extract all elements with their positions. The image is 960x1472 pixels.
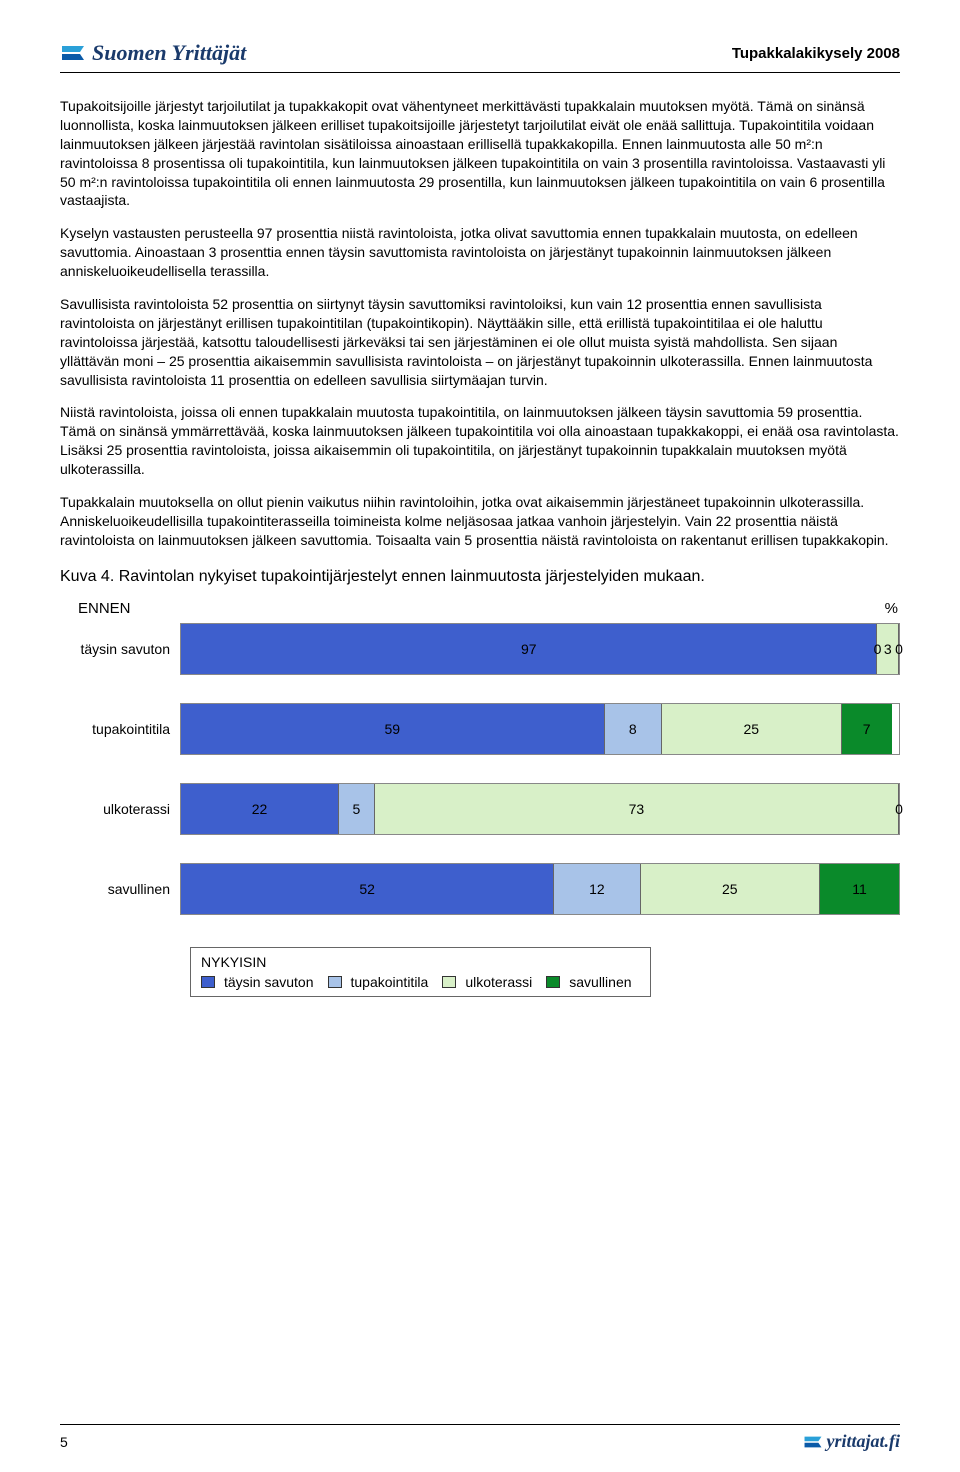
logo-icon [60, 40, 86, 66]
bar-segment-taysin_savuton: 22 [181, 784, 339, 834]
row-label: täysin savuton [60, 641, 180, 657]
footer-site: yrittajat.fi [827, 1431, 901, 1452]
legend-label: ulkoterassi [465, 974, 532, 990]
stacked-bar-chart: ENNEN % täysin savuton97030tupakointitil… [60, 600, 900, 997]
logo: Suomen Yrittäjät [60, 40, 246, 66]
bar-track: 97030 [180, 623, 900, 675]
legend-label: täysin savuton [224, 974, 314, 990]
survey-title: Tupakkalakikysely 2008 [732, 45, 900, 62]
bar-segment-tupakointitila: 12 [554, 864, 640, 914]
chart-row: savullinen52122511 [60, 863, 900, 915]
bar-segment-tupakointitila: 8 [605, 704, 662, 754]
legend-swatch-ulkoterassi [442, 976, 456, 988]
legend-items: täysin savuton tupakointitila ulkoterassi s… [201, 974, 640, 990]
chart-legend: NYKYISIN täysin savuton tupakointitila ulk… [190, 947, 651, 997]
chart-row: täysin savuton97030 [60, 623, 900, 675]
chart-top-labels: ENNEN % [78, 600, 900, 617]
legend-swatch-savullinen [546, 976, 560, 988]
footer-logo: yrittajat.fi [803, 1431, 901, 1452]
bar-segment-ulkoterassi: 73 [375, 784, 899, 834]
page-number: 5 [60, 1434, 68, 1450]
row-label: ulkoterassi [60, 801, 180, 817]
legend-swatch-tupakointitila [328, 976, 342, 988]
logo-text: Suomen Yrittäjät [92, 40, 246, 66]
page-footer: 5 yrittajat.fi [60, 1424, 900, 1452]
footer-logo-icon [803, 1432, 823, 1452]
bar-segment-taysin_savuton: 59 [181, 704, 605, 754]
bar-track: 225730 [180, 783, 900, 835]
chart-row: ulkoterassi225730 [60, 783, 900, 835]
legend-swatch-taysin_savuton [201, 976, 215, 988]
bar-segment-taysin_savuton: 52 [181, 864, 554, 914]
paragraph-5: Tupakkalain muutoksella on ollut pienin … [60, 493, 900, 550]
row-label: savullinen [60, 881, 180, 897]
document-page: Suomen Yrittäjät Tupakkalakikysely 2008 … [0, 0, 960, 1472]
figure-caption: Kuva 4. Ravintolan nykyiset tupakointijä… [60, 568, 900, 586]
body-text: Tupakoitsijoille järjestyt tarjoilutilat… [60, 97, 900, 550]
bar-segment-ulkoterassi: 25 [641, 864, 821, 914]
chart-row: tupakointitila598257 [60, 703, 900, 755]
ennen-label: ENNEN [78, 600, 131, 617]
paragraph-3: Savullisista ravintoloista 52 prosenttia… [60, 295, 900, 389]
percent-symbol: % [885, 600, 898, 617]
bar-segment-taysin_savuton: 97 [181, 624, 877, 674]
legend-title: NYKYISIN [201, 954, 640, 970]
bar-segment-ulkoterassi: 25 [662, 704, 842, 754]
legend-label: tupakointitila [351, 974, 429, 990]
bar-track: 52122511 [180, 863, 900, 915]
bar-track: 598257 [180, 703, 900, 755]
bar-segment-savullinen: 7 [842, 704, 892, 754]
paragraph-4: Niistä ravintoloista, joissa oli ennen t… [60, 403, 900, 479]
legend-label: savullinen [569, 974, 631, 990]
row-label: tupakointitila [60, 721, 180, 737]
chart-rows-container: täysin savuton97030tupakointitila598257u… [60, 623, 900, 915]
paragraph-2: Kyselyn vastausten perusteella 97 prosen… [60, 224, 900, 281]
bar-segment-savullinen: 11 [820, 864, 899, 914]
bar-segment-tupakointitila: 5 [339, 784, 375, 834]
page-header: Suomen Yrittäjät Tupakkalakikysely 2008 [60, 40, 900, 73]
paragraph-1: Tupakoitsijoille järjestyt tarjoilutilat… [60, 97, 900, 210]
